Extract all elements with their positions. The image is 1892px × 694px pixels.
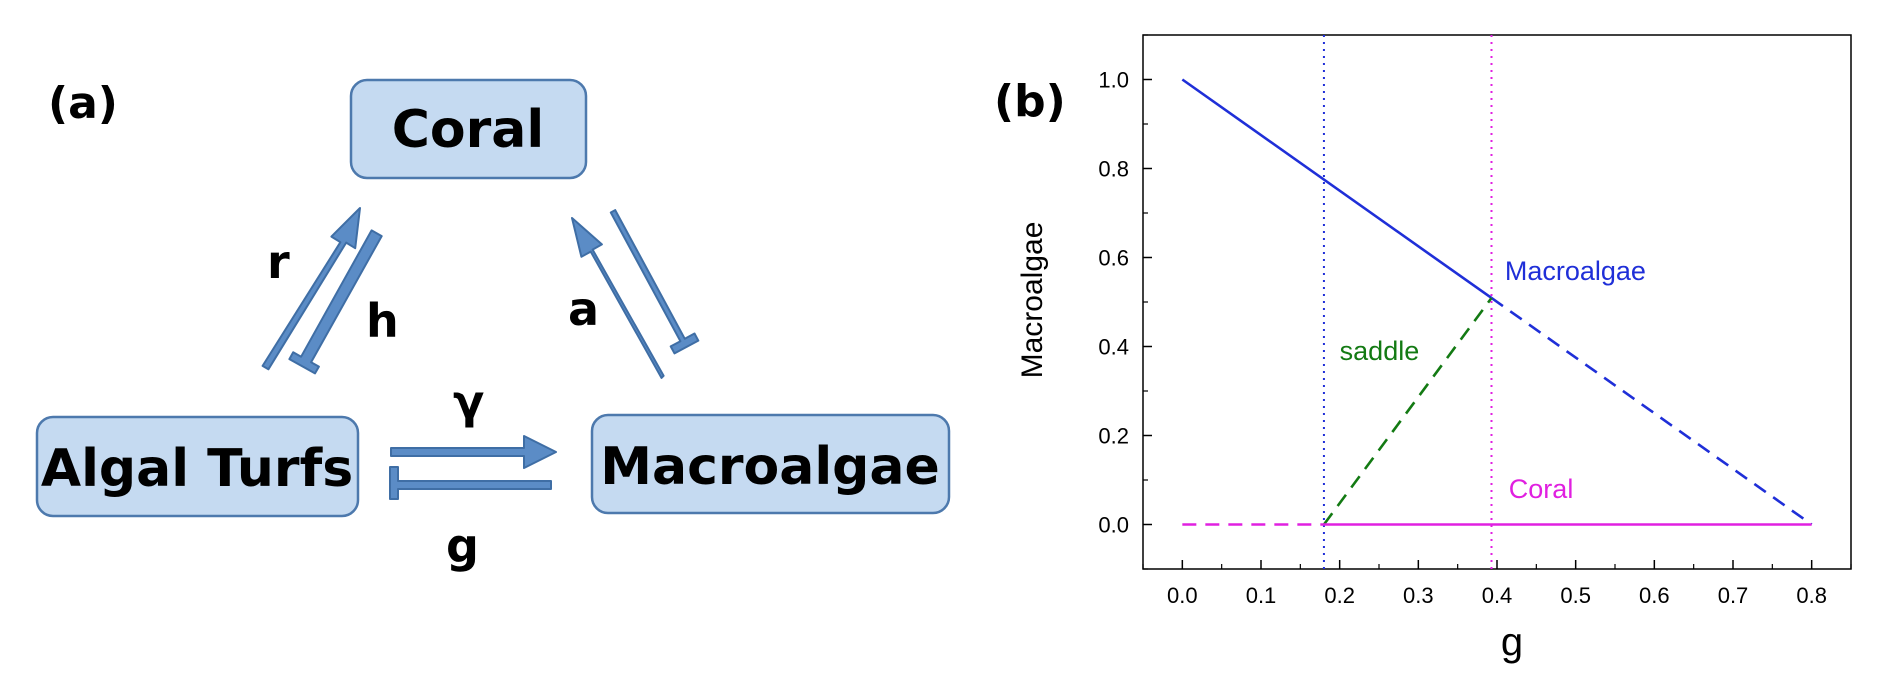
a-arrow — [571, 217, 665, 379]
macroalgae-node-label: Macroalgae — [600, 437, 940, 497]
algal-turfs-node: Algal Turfs — [35, 415, 360, 518]
a-label: a — [568, 282, 599, 336]
g-label: g — [446, 519, 479, 573]
panel-b: (b) 0.0 0.1 0.2 0.3 0.4 0.5 0.6 0.7 0.8 0.0 0.2 0.4… — [994, 34, 1852, 664]
x-tick-label: 0.3 — [1403, 583, 1434, 608]
series-line-2 — [1322, 297, 1493, 526]
series-line-1 — [1490, 296, 1813, 526]
x-tick-label: 0.5 — [1560, 583, 1591, 608]
r-arrow — [261, 207, 361, 371]
vertical-lines-layer — [1322, 35, 1493, 569]
macroalgae-node-box — [590, 413, 951, 515]
coral-node: Coral — [349, 78, 588, 180]
gamma-arrow — [390, 435, 557, 469]
y-tick-label: 0.4 — [1098, 335, 1129, 360]
gamma-label: γ — [453, 375, 484, 429]
panel-a: (a) Coral Algal Turfs Macroalgae — [35, 78, 951, 573]
g-inhibitor — [389, 466, 552, 500]
y-tick-label: 0.0 — [1098, 513, 1129, 538]
x-tick-label: 0.6 — [1639, 583, 1670, 608]
macroalgae-node: Macroalgae — [590, 413, 951, 515]
panel-b-label: (b) — [994, 76, 1066, 127]
macroalgae-coral-inhibitor — [609, 209, 700, 355]
series-line-0 — [1181, 78, 1493, 300]
coral-node-label: Coral — [392, 100, 544, 160]
h-label: h — [366, 294, 399, 348]
annotations-layer: Macroalgae saddle Coral — [1340, 256, 1646, 504]
x-tick-label: 0.7 — [1718, 583, 1749, 608]
x-tick-label: 0.8 — [1796, 583, 1827, 608]
algal-turfs-node-label: Algal Turfs — [41, 439, 353, 499]
h-inhibitor — [288, 229, 383, 375]
curve-annotation: Macroalgae — [1505, 256, 1646, 286]
x-tick-label: 0.0 — [1167, 583, 1198, 608]
y-axis-title: Macroalgae — [1016, 222, 1049, 379]
curve-annotation: Coral — [1509, 474, 1574, 504]
y-tick-label: 1.0 — [1098, 68, 1129, 93]
r-label: r — [267, 235, 290, 289]
y-tick-label: 0.6 — [1098, 246, 1129, 271]
y-tick-label: 0.8 — [1098, 157, 1129, 182]
ticks-layer: 0.0 0.1 0.2 0.3 0.4 0.5 0.6 0.7 0.8 0.0 0.2 0.4 0.6 0… — [1098, 34, 1852, 608]
x-tick-label: 0.2 — [1324, 583, 1355, 608]
panel-a-label: (a) — [48, 78, 118, 129]
plot-area: 0.0 0.1 0.2 0.3 0.4 0.5 0.6 0.7 0.8 0.0 0.2 0.4 0.6 0… — [1098, 34, 1852, 608]
x-tick-label: 0.4 — [1482, 583, 1513, 608]
y-tick-label: 0.2 — [1098, 424, 1129, 449]
coral-node-box — [349, 78, 588, 180]
curve-annotation: saddle — [1340, 336, 1420, 366]
algal-turfs-node-box — [35, 415, 360, 518]
x-axis-title: g — [1501, 620, 1523, 664]
series-layer — [1181, 78, 1813, 526]
x-tick-label: 0.1 — [1246, 583, 1277, 608]
